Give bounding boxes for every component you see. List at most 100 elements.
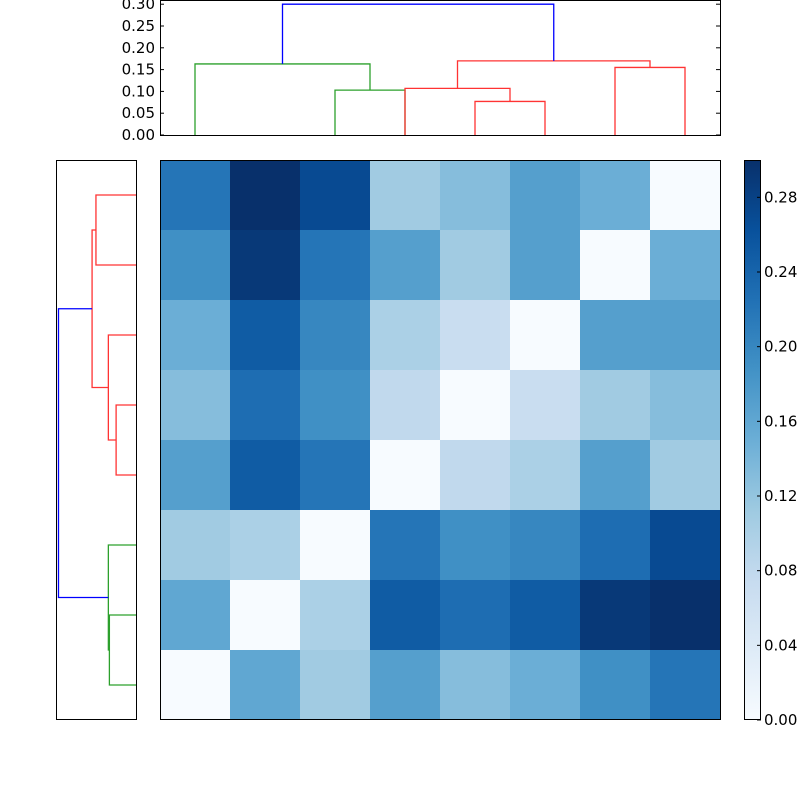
heatmap-cell [440, 510, 510, 580]
y-tick-label: 0.30 [122, 0, 155, 13]
heatmap-cell [370, 300, 440, 370]
heatmap-cell [650, 370, 720, 440]
heatmap-frame [160, 160, 721, 720]
heatmap-cell [510, 440, 580, 510]
heatmap-cell [510, 580, 580, 650]
y-tick-label: 0.00 [122, 126, 155, 144]
heatmap-cell [230, 650, 300, 720]
heatmap-cell [160, 230, 230, 300]
heatmap-cell [160, 580, 230, 650]
heatmap-cell [300, 650, 370, 720]
colorbar-tick-label: 0.12 [764, 487, 797, 505]
top-dendrogram-y-axis: 0.00 0.05 0.10 0.15 0.20 0.25 0.30 [122, 0, 720, 144]
heatmap-cell [440, 440, 510, 510]
y-tick-label: 0.20 [122, 39, 155, 57]
heatmap-cell [650, 300, 720, 370]
heatmap-cell [510, 230, 580, 300]
heatmap-cell [160, 440, 230, 510]
top-dendrogram [194, 3, 686, 135]
heatmap-cell [370, 650, 440, 720]
y-tick-label: 0.25 [122, 17, 155, 35]
heatmap-cell [510, 510, 580, 580]
heatmap-cell [160, 300, 230, 370]
dendrogram-link [456, 60, 651, 89]
heatmap-cell [300, 230, 370, 300]
heatmap-cell [230, 300, 300, 370]
heatmap-cell [440, 230, 510, 300]
heatmap-cell [510, 650, 580, 720]
dendrogram-link [108, 614, 136, 686]
heatmap-grid [160, 160, 720, 720]
dendrogram-link [107, 334, 136, 441]
colorbar-tick-label: 0.16 [764, 412, 797, 430]
heatmap-cell [650, 440, 720, 510]
heatmap-cell [370, 580, 440, 650]
dendrogram-link [57, 308, 109, 599]
colorbar-tick-label: 0.04 [764, 636, 797, 654]
heatmap-cell [300, 300, 370, 370]
dendrogram-link [115, 404, 136, 476]
heatmap-cell [440, 580, 510, 650]
heatmap-cell [160, 650, 230, 720]
heatmap-cell [650, 230, 720, 300]
colorbar-tick-label: 0.20 [764, 338, 797, 356]
dendrogram-link [95, 194, 136, 266]
heatmap-cell [230, 230, 300, 300]
colorbar [744, 160, 761, 720]
colorbar-tick-label: 0.00 [764, 711, 797, 729]
heatmap-cell [230, 370, 300, 440]
dendrogram-link [194, 63, 371, 135]
heatmap-cell [510, 160, 580, 230]
heatmap-cell [580, 510, 650, 580]
dendrogram-link [281, 3, 555, 64]
y-tick-label: 0.10 [122, 82, 155, 100]
colorbar-tick-label: 0.08 [764, 562, 797, 580]
heatmap-cell [440, 370, 510, 440]
heatmap-cell [440, 650, 510, 720]
heatmap-cell [580, 160, 650, 230]
heatmap-cell [650, 650, 720, 720]
heatmap-cell [580, 580, 650, 650]
left-dendrogram [57, 194, 136, 686]
dendrogram-link [107, 544, 136, 651]
heatmap-cell [650, 510, 720, 580]
top-dendrogram-frame [160, 0, 721, 136]
heatmap-cell [230, 580, 300, 650]
colorbar-axis: 0.00 0.04 0.08 0.12 0.16 0.20 0.24 0.28 [757, 188, 797, 729]
dendrogram-link [91, 229, 109, 389]
dendrogram-link [474, 100, 546, 135]
y-tick-label: 0.05 [122, 104, 155, 122]
heatmap-cell [510, 300, 580, 370]
colorbar-tick-label: 0.28 [764, 188, 797, 206]
heatmap-cell [370, 370, 440, 440]
heatmap-cell [580, 300, 650, 370]
heatmap-cell [160, 160, 230, 230]
heatmap-cell [580, 650, 650, 720]
heatmap-cell [300, 580, 370, 650]
heatmap-cell [230, 440, 300, 510]
colorbar-tick-label: 0.24 [764, 263, 797, 281]
heatmap-cell [650, 160, 720, 230]
left-dendrogram-frame [56, 160, 137, 720]
y-tick-label: 0.15 [122, 61, 155, 79]
heatmap-cell [370, 440, 440, 510]
heatmap-cell [230, 160, 300, 230]
heatmap-cell [440, 160, 510, 230]
heatmap-cell [580, 370, 650, 440]
dendrogram-link [404, 87, 511, 135]
heatmap-cell [370, 510, 440, 580]
dendrogram-link [334, 89, 406, 135]
heatmap-cell [160, 510, 230, 580]
heatmap-cell [300, 160, 370, 230]
heatmap-cell [370, 230, 440, 300]
heatmap-cell [160, 370, 230, 440]
heatmap-cell [510, 370, 580, 440]
heatmap-cell [650, 580, 720, 650]
heatmap-cell [580, 230, 650, 300]
dendrogram-link [614, 66, 686, 135]
heatmap-cell [370, 160, 440, 230]
heatmap-cell [300, 370, 370, 440]
heatmap-cell [440, 300, 510, 370]
heatmap-cell [300, 440, 370, 510]
